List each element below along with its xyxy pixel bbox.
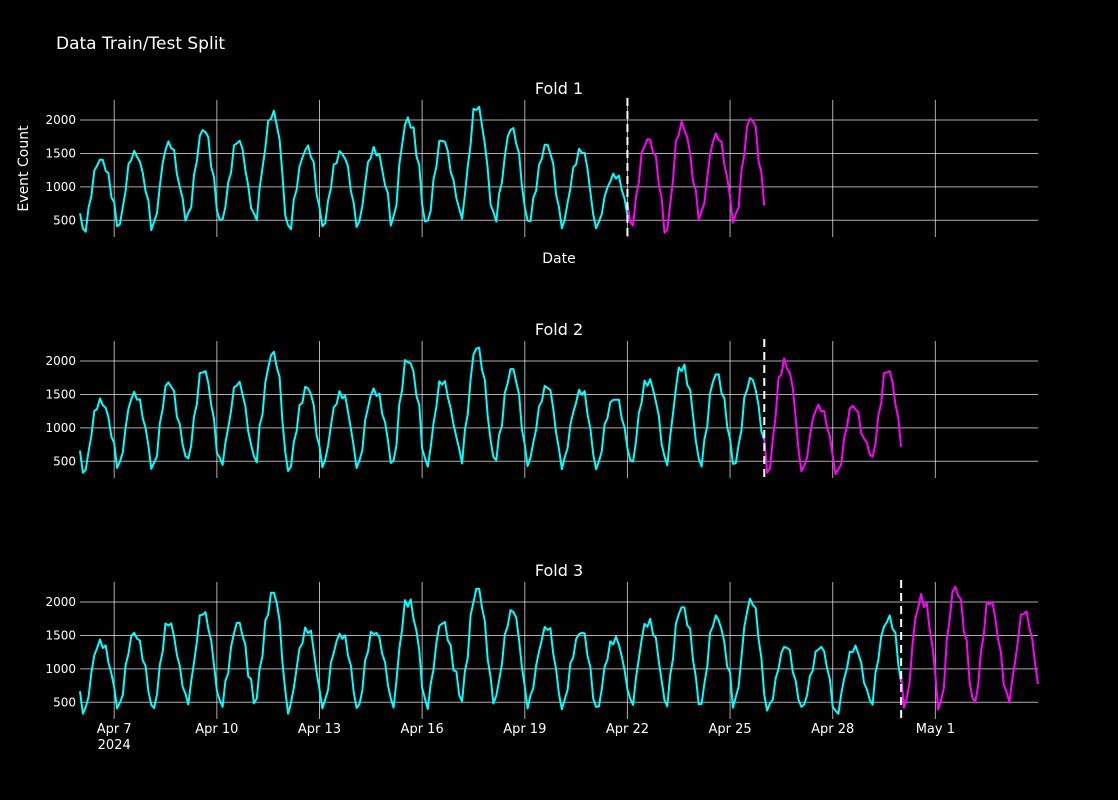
x-tick-label: Apr 16 <box>401 722 444 737</box>
y-tick-label: 1500 <box>45 146 76 160</box>
y-tick-label: 1500 <box>45 387 76 401</box>
x-tick-label: Apr 7 <box>97 722 132 737</box>
y-tick-label: 500 <box>53 213 76 227</box>
y-tick-label: 2000 <box>45 595 76 609</box>
train-series-line <box>79 346 766 474</box>
test-series-line <box>900 585 1039 711</box>
x-tick-label: Apr 25 <box>708 722 751 737</box>
x-tick-label: Apr 13 <box>298 722 341 737</box>
x-tick-label: Apr 19 <box>503 722 546 737</box>
x-tick-label: Apr 10 <box>195 722 238 737</box>
panel-title: Fold 1 <box>535 79 583 98</box>
y-tick-label: 500 <box>53 454 76 468</box>
x-tick-sublabel: 2024 <box>98 738 131 753</box>
panel-title: Fold 2 <box>535 320 583 339</box>
y-tick-label: 2000 <box>45 113 76 127</box>
train-series-line <box>79 105 629 233</box>
y-tick-label: 500 <box>53 695 76 709</box>
y-tick-label: 1000 <box>45 180 76 194</box>
panel-title: Fold 3 <box>535 561 583 580</box>
y-tick-label: 1500 <box>45 628 76 642</box>
train-series-line <box>79 587 903 715</box>
test-series-line <box>763 357 903 476</box>
y-tick-label: 2000 <box>45 354 76 368</box>
y-axis-label: Event Count <box>16 125 32 212</box>
x-axis-label: Date <box>542 251 575 267</box>
fold-panel-1: Fold 1 500 1000 1500 2000 Date Event Count <box>16 79 1038 267</box>
x-tick-label: Apr 22 <box>606 722 649 737</box>
fold-panel-2: Fold 2 500 1000 1500 2000 <box>45 320 1038 480</box>
chart-title: Data Train/Test Split <box>56 34 226 54</box>
x-tick-label: Apr 28 <box>811 722 854 737</box>
y-tick-label: 1000 <box>45 662 76 676</box>
test-series-line <box>626 117 766 234</box>
y-tick-label: 1000 <box>45 421 76 435</box>
x-tick-label: May 1 <box>916 722 955 737</box>
